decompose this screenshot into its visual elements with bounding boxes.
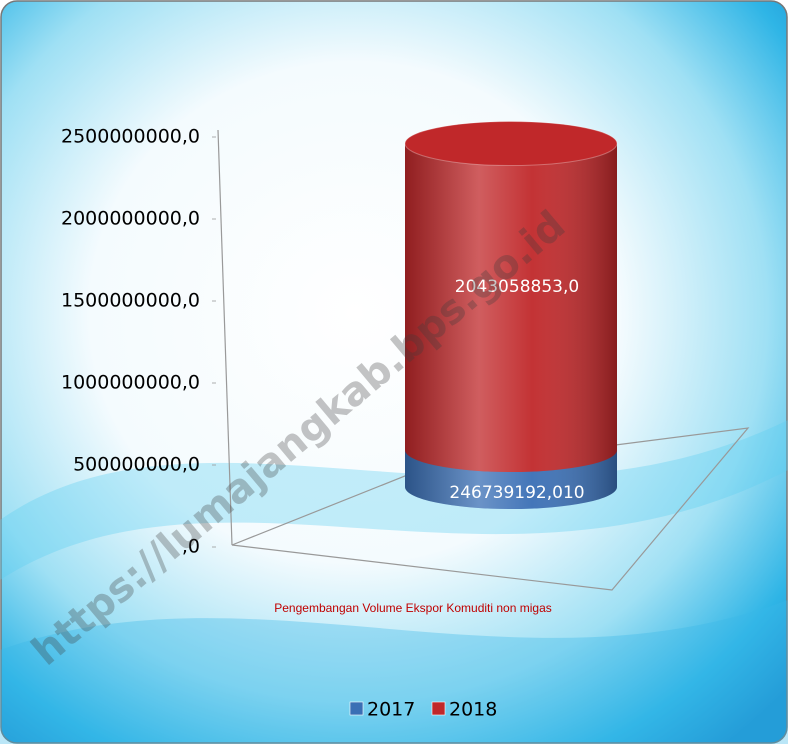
legend-label: 2017: [367, 699, 415, 721]
legend-swatch: [431, 701, 446, 716]
y-tick-label: 500000000,0: [73, 454, 200, 476]
data-label: 2043058853,0: [455, 277, 579, 297]
legend-label: 2018: [449, 699, 497, 721]
data-label: 246739192,010: [449, 483, 584, 503]
cylinder-top: [404, 121, 618, 167]
cylinder-shine: [405, 143, 617, 472]
y-tick-label: 1500000000,0: [61, 290, 200, 312]
category-label: Pengembangan Volume Ekspor Komuditi non …: [274, 601, 552, 615]
y-tick-label: 2500000000,0: [61, 126, 200, 148]
swirl: [0, 600, 788, 744]
y-tick-label: 2000000000,0: [61, 208, 200, 230]
y-tick-label: ,0: [182, 536, 200, 558]
axis-wall: [217, 129, 233, 546]
legend-swatch: [349, 701, 364, 716]
swirl: [0, 420, 788, 580]
y-tick-label: 1000000000,0: [61, 372, 200, 394]
floor: [231, 427, 750, 591]
